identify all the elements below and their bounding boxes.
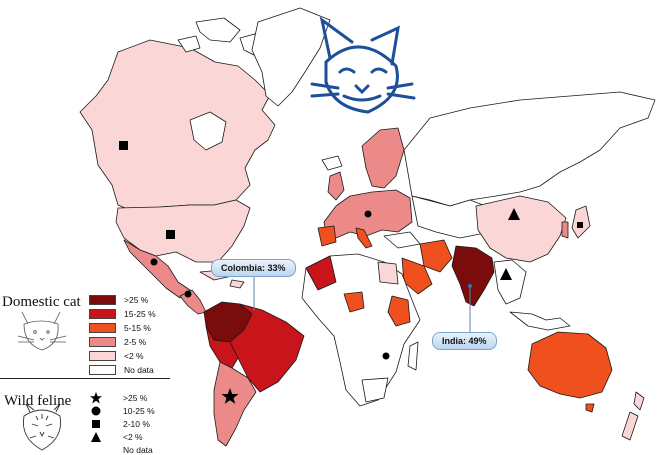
region-greenland bbox=[251, 7, 331, 107]
region-hudson-bay bbox=[189, 111, 227, 151]
region-egypt bbox=[377, 261, 399, 285]
legend-label: 2-5 % bbox=[124, 336, 147, 347]
region-nigeria bbox=[343, 291, 365, 313]
region-se-asia bbox=[493, 259, 527, 305]
region-africa bbox=[301, 253, 421, 407]
domestic-legend-row: 5-15 % bbox=[89, 322, 151, 333]
region-south-africa bbox=[361, 377, 389, 403]
domestic-legend-row: 15-25 % bbox=[89, 308, 156, 319]
region-india bbox=[451, 245, 495, 307]
domestic-legend-row: <2 % bbox=[89, 350, 144, 361]
marker-circle-mexico bbox=[150, 258, 158, 266]
region-australia bbox=[527, 331, 613, 399]
region-china bbox=[475, 195, 567, 263]
legend-label: >25 % bbox=[124, 294, 149, 305]
region-peru bbox=[205, 325, 239, 369]
legend-label: 2-10 % bbox=[123, 418, 150, 429]
marker-triangle-se-asia bbox=[500, 268, 512, 280]
callout-dot-india bbox=[468, 284, 472, 288]
legend-label: >25 % bbox=[123, 392, 148, 403]
domestic-legend-row: 2-5 % bbox=[89, 336, 146, 347]
triangle-icon bbox=[89, 431, 103, 442]
region-indonesia bbox=[509, 311, 571, 331]
region-new-zealand bbox=[621, 391, 645, 441]
square-icon bbox=[89, 418, 103, 429]
region-turkey bbox=[383, 231, 421, 249]
star-icon bbox=[89, 391, 103, 403]
wild-legend-row: 10-25 % bbox=[89, 405, 155, 416]
domestic-legend-row: No data bbox=[89, 364, 154, 375]
marker-square-japan bbox=[577, 222, 583, 228]
domestic-legend-row: >25 % bbox=[89, 294, 148, 305]
marker-circle-central-america bbox=[184, 290, 192, 298]
region-madagascar bbox=[407, 341, 419, 371]
callout-india: India: 49% bbox=[432, 332, 497, 350]
legend-swatch bbox=[89, 308, 116, 319]
region-italy bbox=[355, 227, 373, 249]
marker-square-usa bbox=[166, 230, 175, 239]
region-korea bbox=[561, 221, 569, 239]
marker-star-argentina bbox=[221, 388, 239, 404]
region-argentina bbox=[213, 361, 257, 447]
marker-circle-southern-africa bbox=[382, 352, 390, 360]
wild-legend-row: >25 % bbox=[89, 391, 148, 403]
wild-legend-row: 2-10 % bbox=[89, 418, 150, 429]
circle-icon bbox=[89, 405, 103, 416]
tiger-sketch bbox=[22, 403, 62, 451]
wild-legend-row: No data bbox=[89, 444, 153, 455]
cat-logo bbox=[310, 16, 416, 114]
callout-colombia: Colombia: 33% bbox=[211, 259, 296, 277]
wild-feline-title: Wild feline bbox=[4, 393, 72, 409]
marker-triangle-mongolia bbox=[508, 208, 520, 220]
region-iceland bbox=[321, 155, 343, 171]
marker-square-canada bbox=[119, 141, 128, 150]
legend-swatch bbox=[89, 322, 116, 333]
region-usa bbox=[115, 199, 251, 263]
region-brazil bbox=[229, 303, 305, 393]
legend-label: 15-25 % bbox=[124, 308, 156, 319]
region-east-africa bbox=[387, 295, 411, 327]
legend-swatch bbox=[89, 294, 116, 305]
legend-label: <2 % bbox=[123, 431, 143, 442]
domestic-cat-title: Domestic cat bbox=[2, 294, 81, 310]
region-north-africa bbox=[305, 255, 337, 291]
wild-legend-row: <2 % bbox=[89, 431, 143, 442]
region-tasmania bbox=[585, 403, 595, 413]
legend-swatch bbox=[89, 364, 116, 375]
legend-separator bbox=[0, 378, 170, 379]
legend-label: No data bbox=[124, 364, 154, 375]
region-scandinavia bbox=[361, 127, 405, 189]
legend-label: 5-15 % bbox=[124, 322, 151, 333]
no-symbol bbox=[89, 444, 103, 455]
region-iran bbox=[419, 239, 453, 273]
legend-label: No data bbox=[123, 444, 153, 455]
legend-swatch bbox=[89, 336, 116, 347]
region-iberia bbox=[317, 225, 337, 247]
region-uk bbox=[327, 171, 345, 201]
marker-circle-europe bbox=[364, 210, 372, 218]
legend-label: 10-25 % bbox=[123, 405, 155, 416]
region-alaska-canada bbox=[79, 39, 276, 211]
legend-swatch bbox=[89, 350, 116, 361]
domestic-cat-sketch bbox=[17, 311, 67, 351]
legend-label: <2 % bbox=[124, 350, 144, 361]
region-russia bbox=[403, 91, 656, 207]
